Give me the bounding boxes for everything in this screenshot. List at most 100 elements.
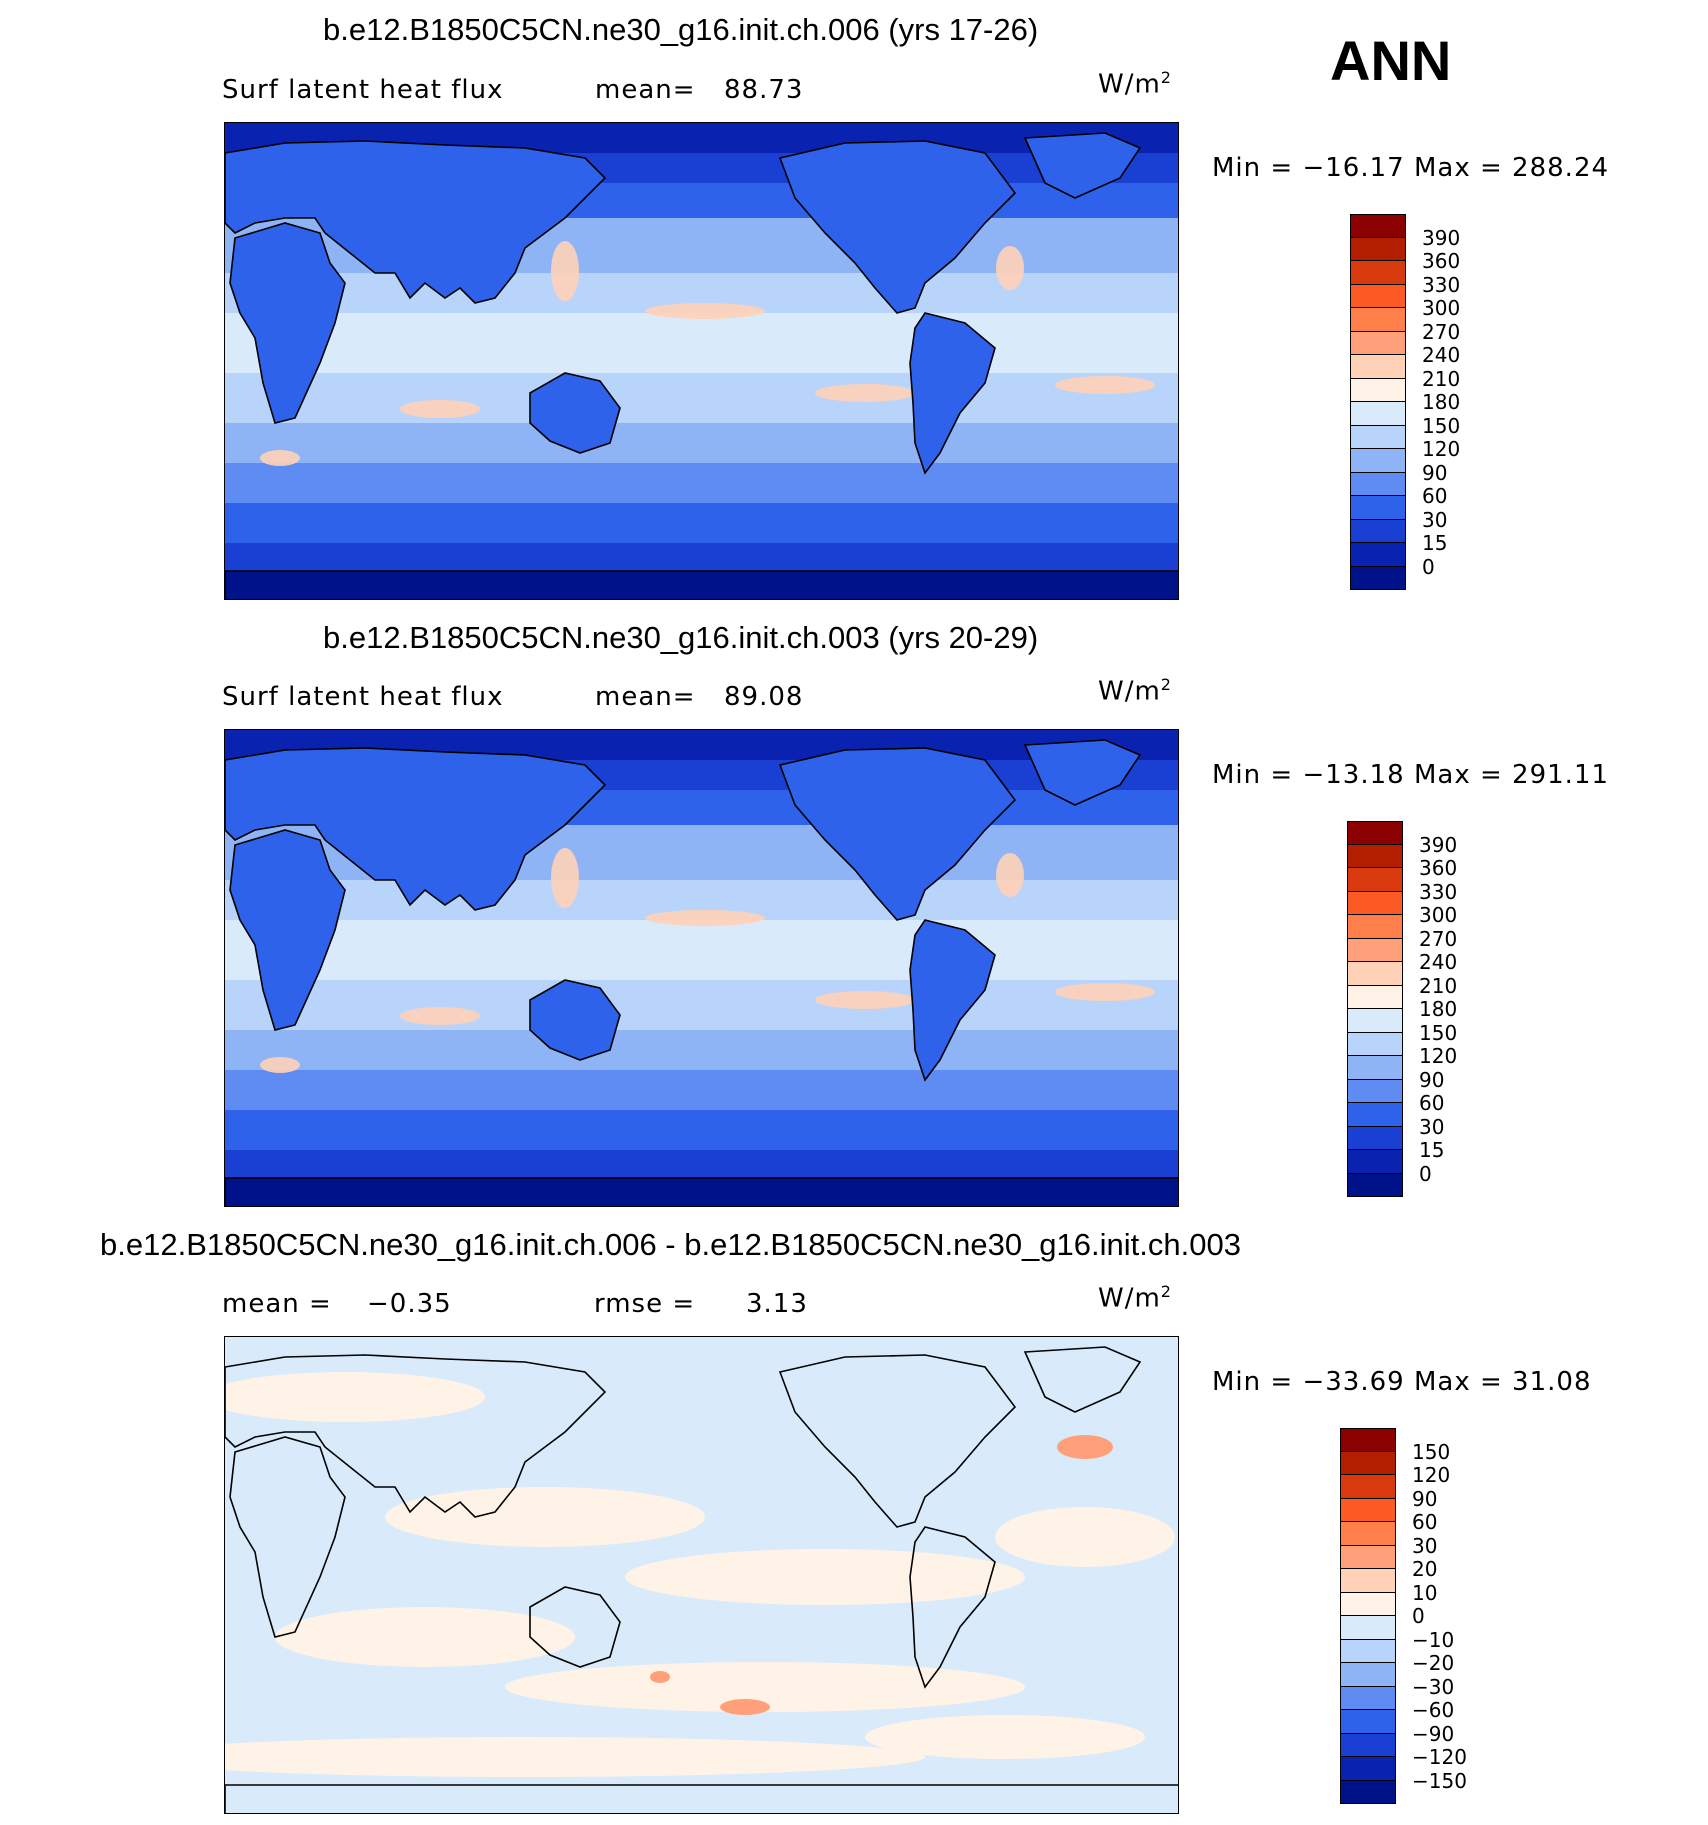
- colorbar-swatch: [1340, 1475, 1396, 1499]
- panel-3-mean-label: mean =: [222, 1289, 332, 1319]
- panel-1-title: b.e12.B1850C5CN.ne30_g16.init.ch.006 (yr…: [323, 12, 1039, 47]
- continent-outline: [229, 829, 346, 1031]
- colorbar-swatch: [1350, 402, 1406, 426]
- diff-hot-patch: [720, 1699, 770, 1715]
- colorbar-swatch: [1347, 962, 1403, 986]
- continent-outline: [225, 1177, 1178, 1206]
- colorbar-label: 90: [1419, 1067, 1445, 1092]
- colorbar-swatch: [1340, 1757, 1396, 1781]
- panel-1-max-value: 288.24: [1512, 153, 1610, 183]
- panel-3-min-value: −33.69: [1302, 1367, 1405, 1397]
- panel-3-title: b.e12.B1850C5CN.ne30_g16.init.ch.006 - b…: [100, 1227, 1241, 1262]
- colorbar-swatch: [1340, 1451, 1396, 1475]
- colorbar-label: 330: [1422, 272, 1461, 297]
- panel-3-min-label: Min: [1212, 1367, 1262, 1397]
- colorbar-swatch: [1347, 868, 1403, 892]
- panel-1-mean-label: mean=: [595, 75, 696, 105]
- colorbar-label: 270: [1419, 926, 1458, 951]
- panel-2-mean-label: mean=: [595, 682, 696, 712]
- flux-max-patch: [645, 910, 765, 926]
- colorbar-label: 270: [1422, 319, 1461, 344]
- diff-positive-patch: [225, 1737, 925, 1777]
- colorbar-label: 90: [1422, 460, 1448, 485]
- colorbar-label: 240: [1422, 343, 1461, 367]
- colorbar-label: 240: [1419, 950, 1458, 974]
- continent-outline: [909, 1526, 996, 1689]
- continent-outline: [1023, 739, 1142, 806]
- flux-band: [225, 980, 1178, 1030]
- colorbar-label: 20: [1412, 1557, 1438, 1581]
- flux-band: [225, 423, 1178, 463]
- colorbar-swatch: [1347, 985, 1403, 1009]
- map-canvas: [225, 123, 1178, 599]
- colorbar-label: −20: [1412, 1651, 1455, 1675]
- colorbar-swatch: [1347, 1032, 1403, 1056]
- continent-outline: [778, 1354, 1017, 1528]
- season-label: ANN: [1330, 29, 1452, 92]
- continent-outline: [225, 140, 607, 304]
- colorbar-swatch: [1350, 566, 1406, 590]
- colorbar-label: 390: [1419, 832, 1458, 857]
- continent-outline: [778, 140, 1017, 314]
- continent-outline: [1023, 132, 1142, 199]
- colorbar-swatch: [1340, 1686, 1396, 1710]
- diff-positive-patch: [995, 1507, 1175, 1567]
- continent-outline: [229, 1436, 346, 1638]
- flux-max-patch: [815, 991, 915, 1009]
- colorbar-swatch: [1350, 308, 1406, 332]
- colorbar-swatch: [1340, 1569, 1396, 1593]
- colorbar-label: 300: [1419, 903, 1458, 927]
- panel-3-map: [224, 1336, 1179, 1814]
- colorbar-label: 15: [1419, 1138, 1445, 1162]
- colorbar-label: 90: [1412, 1486, 1438, 1511]
- flux-max-patch: [645, 303, 765, 319]
- colorbar-label: 0: [1422, 554, 1435, 579]
- continent-outline: [1023, 1346, 1142, 1413]
- continent-outline: [229, 222, 346, 424]
- colorbar-label: 120: [1422, 437, 1461, 461]
- continent-outline: [529, 372, 621, 454]
- flux-max-patch: [400, 400, 480, 418]
- colorbar-swatch: [1350, 543, 1406, 567]
- colorbar-swatch: [1347, 938, 1403, 962]
- flux-max-patch: [551, 241, 579, 301]
- flux-max-patch: [260, 450, 300, 466]
- colorbar-label: 30: [1412, 1533, 1438, 1558]
- colorbar-swatch: [1340, 1592, 1396, 1616]
- colorbar-swatch: [1347, 891, 1403, 915]
- flux-max-patch: [400, 1007, 480, 1025]
- colorbar-swatch: [1347, 1079, 1403, 1103]
- panel-1-min-value: −16.17: [1302, 153, 1405, 183]
- continent-outline: [225, 570, 1178, 599]
- flux-band: [225, 920, 1178, 980]
- panel-3-rmse-value: 3.13: [746, 1289, 808, 1319]
- flux-max-patch: [260, 1057, 300, 1073]
- panel-1-map: [224, 122, 1179, 600]
- colorbar-swatch: [1350, 378, 1406, 402]
- colorbar-label: −90: [1412, 1721, 1455, 1746]
- panel-2-minmax: Min = −13.18 Max = 291.11: [1212, 760, 1610, 790]
- colorbar-swatch: [1340, 1616, 1396, 1640]
- flux-band: [225, 1150, 1178, 1180]
- colorbar-swatch: [1350, 425, 1406, 449]
- colorbar-swatch: [1347, 1173, 1403, 1197]
- colorbar-label: 150: [1422, 413, 1461, 438]
- colorbar-swatch: [1340, 1639, 1396, 1663]
- flux-max-patch: [996, 246, 1024, 290]
- colorbar-label: 150: [1412, 1439, 1451, 1464]
- colorbar-swatch: [1347, 821, 1403, 845]
- map-canvas: [225, 730, 1178, 1206]
- panel-2-min-value: −13.18: [1302, 760, 1405, 790]
- colorbar-label: 10: [1412, 1580, 1438, 1605]
- panel-3-max-label: Max: [1413, 1367, 1471, 1397]
- continent-outline: [225, 747, 607, 911]
- colorbar-label: 0: [1412, 1604, 1425, 1628]
- colorbar-swatch: [1340, 1522, 1396, 1546]
- colorbar-label: 300: [1422, 296, 1461, 320]
- colorbar-swatch: [1347, 1103, 1403, 1127]
- colorbar-swatch: [1350, 214, 1406, 238]
- colorbar-label: 120: [1419, 1044, 1458, 1068]
- flux-band: [225, 1030, 1178, 1070]
- panel-1-mean-value: 88.73: [724, 75, 804, 105]
- flux-max-patch: [815, 384, 915, 402]
